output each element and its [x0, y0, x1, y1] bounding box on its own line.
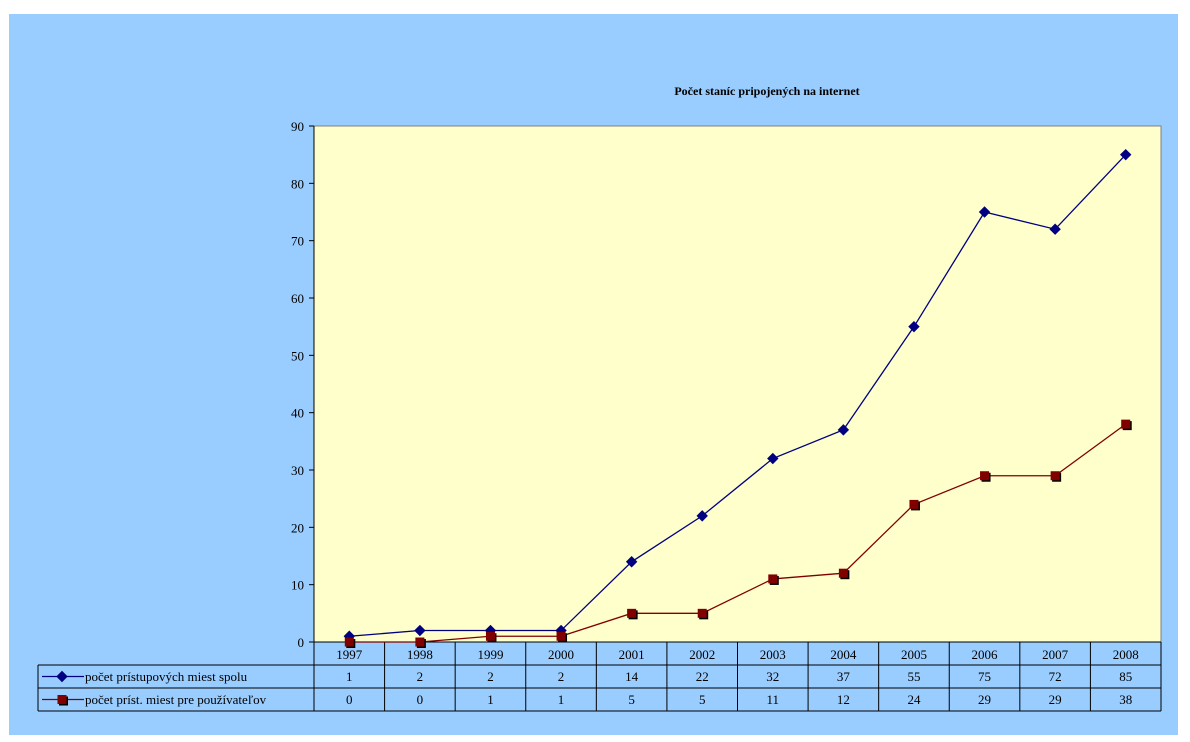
- data-table-cell: 11: [767, 692, 780, 707]
- data-table-cell: 1: [558, 692, 565, 707]
- series-1-point: [767, 452, 779, 465]
- series-2-point: [344, 637, 354, 647]
- y-tick-label: 90: [291, 119, 304, 134]
- data-table-cell: 1: [346, 669, 353, 684]
- legend-label-1: počet prístupových miest spolu: [85, 669, 248, 684]
- series-1-point: [978, 206, 991, 218]
- x-tick-label: 2008: [1113, 647, 1139, 662]
- series-1-point: [696, 510, 708, 522]
- series-line-1: [349, 154, 1127, 637]
- data-table-cell: 5: [699, 692, 706, 707]
- series-2-point: [627, 608, 637, 618]
- x-tick-label: 1998: [407, 647, 433, 662]
- x-tick-label: 2001: [619, 647, 645, 662]
- series-2-point: [1050, 471, 1060, 481]
- y-tick-label: 60: [291, 291, 304, 306]
- series-2-point: [980, 471, 990, 481]
- data-table-cell: 22: [696, 669, 709, 684]
- series-2-point: [415, 637, 425, 647]
- x-tick-label: 2004: [830, 647, 857, 662]
- y-tick-label: 20: [291, 520, 304, 535]
- series-1-point: [1049, 223, 1061, 235]
- series-2-point: [838, 568, 848, 578]
- series-2-point: [485, 631, 495, 641]
- data-table-cell: 2: [417, 669, 424, 684]
- data-table-cell: 1: [487, 692, 494, 707]
- data-table-cell: 72: [1049, 669, 1062, 684]
- y-tick-label: 40: [291, 406, 304, 421]
- chart-svg: Počet staníc pripojených na internet 010…: [37, 84, 1162, 712]
- y-tick-label: 0: [298, 635, 305, 650]
- data-table-cell: 0: [346, 692, 353, 707]
- x-tick-label: 2005: [901, 647, 927, 662]
- y-tick-label: 80: [291, 176, 304, 191]
- x-tick-label: 2002: [689, 647, 715, 662]
- data-table-cell: 24: [907, 692, 921, 707]
- series-1-point: [625, 556, 638, 568]
- data-table-cell: 29: [1049, 692, 1062, 707]
- y-tick-label: 30: [291, 463, 304, 478]
- data-table-cell: 2: [558, 669, 565, 684]
- series-2-point: [556, 631, 566, 641]
- data-table-cell: 32: [766, 669, 779, 684]
- data-table-cell: 29: [978, 692, 991, 707]
- series-2-point: [697, 608, 707, 618]
- series-1-point: [908, 320, 920, 333]
- y-tick-label: 10: [291, 578, 304, 593]
- data-table-cell: 14: [625, 669, 639, 684]
- legend-key-marker-1: [56, 670, 68, 683]
- data-table-cell: 38: [1119, 692, 1132, 707]
- x-tick-label: 2003: [760, 647, 786, 662]
- series-2-point: [768, 574, 778, 584]
- x-tick-label: 1997: [336, 647, 363, 662]
- data-table-cell: 37: [837, 669, 851, 684]
- series-1-point: [1120, 148, 1132, 161]
- chart-title: Počet staníc pripojených na internet: [674, 84, 859, 98]
- y-tick-label: 50: [291, 348, 304, 363]
- legend-key-marker-2: [57, 695, 67, 704]
- x-tick-label: 2007: [1042, 647, 1069, 662]
- series-1-point: [837, 424, 850, 436]
- series-1-point: [414, 624, 426, 637]
- data-table-cell: 0: [417, 692, 424, 707]
- series-2-point: [1121, 419, 1131, 429]
- data-table-cell: 2: [487, 669, 494, 684]
- data-table-cell: 75: [978, 669, 991, 684]
- x-tick-label: 2006: [972, 647, 999, 662]
- chart-area: Počet staníc pripojených na internet 0 10…: [9, 14, 1178, 735]
- data-table-cell: 85: [1119, 669, 1132, 684]
- data-table-cell: 55: [907, 669, 920, 684]
- x-tick-label: 2000: [548, 647, 574, 662]
- data-table-cell: 12: [837, 692, 850, 707]
- legend-label-2: počet príst. miest pre používateľov: [85, 692, 267, 707]
- series-line-2: [349, 423, 1127, 643]
- data-table-cell: 5: [628, 692, 635, 707]
- y-tick-label: 70: [291, 234, 304, 249]
- series-2-point: [909, 499, 919, 509]
- x-tick-label: 1999: [477, 647, 503, 662]
- plot-area: [313, 125, 1162, 643]
